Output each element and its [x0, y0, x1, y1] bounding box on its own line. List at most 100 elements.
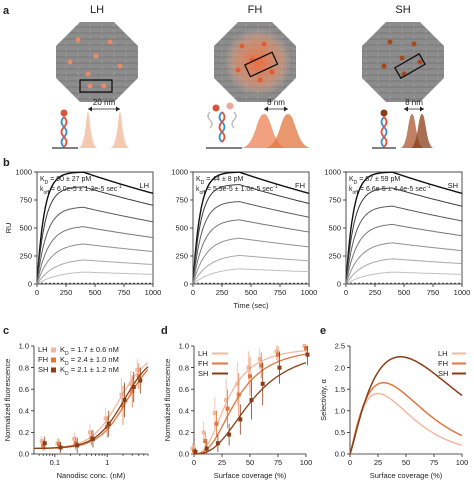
- x-tick-label-d-4: 100: [300, 458, 313, 467]
- chart-d: 0 25 50 75 100 0.0 0.2 0.4 0.6 0.8 1.0 Surface cove…: [163, 342, 312, 480]
- point-d-SH-1: [204, 446, 209, 451]
- x-tick-label-b-FH-2: 500: [245, 288, 258, 297]
- kd-annotation-b-SH: KD = 87 ± 59 pM: [349, 176, 400, 186]
- sensorgram-b-SH-2: [345, 205, 463, 285]
- x-tick-label-b-LH-3: 750: [118, 288, 131, 297]
- emission-peaks-fh: [240, 114, 312, 148]
- sensorgram-b-FH-2: [192, 201, 310, 285]
- highlight-box-lh: [79, 79, 113, 93]
- schematic-title-fh: FH: [248, 4, 263, 16]
- axes-d: [191, 345, 307, 457]
- chart-c: 0.1 1 0.0 0.2 0.4 0.6 0.8 1.0 Nanodisc conc. (nM…: [3, 342, 149, 480]
- legend-kd-c-0: KD = 1.7 ± 0.6 nM: [60, 345, 119, 357]
- axes-c: [31, 345, 149, 457]
- x-tick-label-d-1: 25: [218, 458, 226, 467]
- y-axis-label-d: Normalized fluorescence: [163, 359, 172, 442]
- selectivity-curve-e-SH: [349, 356, 463, 455]
- sensorgram-b-FH-3: [192, 219, 310, 285]
- sensorgram-b-FH-4: [192, 237, 310, 285]
- sensorgram-b-SH-3: [345, 223, 463, 285]
- sensorgram-b-SH-1: [345, 187, 463, 285]
- point-d-FH-1: [203, 439, 208, 444]
- y-tick-label-b-LH-2: 500: [19, 224, 32, 233]
- point-d-SH-2: [215, 441, 220, 446]
- point-d-SH-4: [238, 417, 243, 422]
- point-c-SH-3: [90, 436, 95, 441]
- y-tick-label-b-SH-3: 750: [328, 196, 341, 205]
- fit-curve-d-SH: [194, 362, 307, 455]
- y-tick-label-d-4: 0.8: [179, 363, 189, 372]
- y-tick-label-d-5: 1.0: [179, 342, 189, 351]
- x-tick-label-b-SH-1: 250: [369, 288, 382, 297]
- sensorgram-b-SH-6: [345, 271, 462, 285]
- legend-marker-c-0: [51, 347, 56, 353]
- point-c-LH-3: [87, 430, 92, 435]
- point-d-LH-5: [246, 365, 251, 370]
- point-c-SH-6: [131, 385, 136, 390]
- sensorgram-b-SH-0: [345, 171, 463, 285]
- highlight-box-fh: [244, 51, 279, 78]
- y-tick-label-e-4: 2.0: [335, 363, 345, 372]
- legend-name-d-1: FH: [198, 359, 208, 368]
- chart-title-b-LH: LH: [139, 181, 149, 190]
- emission-peaks-sh: [400, 114, 434, 148]
- distance-label-fh: 8 nm: [267, 98, 285, 107]
- panel-letter-e: e: [320, 325, 326, 337]
- point-d-SH-0: [193, 449, 198, 454]
- sensorgram-b-LH-3: [36, 226, 154, 285]
- y-tick-label-c-2: 0.4: [19, 407, 29, 416]
- kd-annotation-b-LH: KD = 90 ± 27 pM: [40, 176, 91, 186]
- x-tick-label-b-SH-3: 750: [427, 288, 440, 297]
- y-tick-label-b-LH-4: 1000: [15, 168, 32, 177]
- distance-label-lh: 20 nm: [93, 98, 116, 107]
- point-c-FH-6: [130, 389, 135, 394]
- point-c-LH-7: [135, 367, 140, 372]
- x-tick-label-e-3: 75: [430, 458, 438, 467]
- x-tick-label-e-0: 0: [348, 458, 352, 467]
- point-d-LH-7: [274, 349, 279, 354]
- chart-b-FH: 0 250 500 750 1000 0 250 500 750 1000 Time (sec) FH…: [171, 168, 317, 310]
- chart-title-b-SH: SH: [448, 181, 458, 190]
- koff-annotation-b-SH: koff = 6.6e-5 ± 4.4e-5 sec-1: [349, 184, 431, 196]
- x-axis-label-b-FH: Time (sec): [233, 301, 269, 310]
- point-c-FH-0: [41, 443, 46, 448]
- point-c-LH-5: [119, 392, 124, 397]
- point-c-LH-0: [39, 439, 44, 444]
- x-tick-label-b-SH-4: 1000: [454, 288, 471, 297]
- schematic-title-sh: SH: [395, 4, 410, 16]
- x-tick-label-c-0: 0.1: [50, 458, 60, 467]
- point-c-LH-2: [72, 436, 77, 441]
- point-d-LH-1: [201, 430, 206, 435]
- y-tick-label-b-SH-2: 500: [328, 224, 341, 233]
- axes-e: [347, 345, 463, 457]
- x-tick-label-b-FH-4: 1000: [301, 288, 318, 297]
- legend-kd-c-2: KD = 2.1 ± 1.2 nM: [60, 365, 119, 377]
- koff-annotation-b-LH: koff = 6.0e-5 ± 1.3e-5 sec-1: [40, 184, 122, 196]
- point-d-SH-3: [227, 432, 232, 437]
- dna-helix-icon-sh: [372, 109, 396, 149]
- x-tick-label-e-2: 50: [402, 458, 410, 467]
- point-d-FH-4: [236, 392, 241, 397]
- legend-marker-c-2: [51, 367, 56, 373]
- sensorgram-b-LH-4: [36, 243, 154, 285]
- point-d-SH-5: [249, 398, 254, 402]
- point-d-FH-2: [214, 421, 219, 426]
- point-d-LH-8: [302, 344, 307, 348]
- y-tick-label-c-4: 0.8: [19, 363, 29, 372]
- legend-name-e-2: SH: [438, 369, 448, 378]
- emission-peaks-lh: [78, 112, 130, 148]
- y-tick-label-d-3: 0.6: [179, 385, 189, 394]
- x-tick-label-b-LH-1: 250: [60, 288, 73, 297]
- point-d-SH-7: [277, 365, 282, 370]
- point-c-FH-2: [73, 441, 78, 446]
- axes-b-LH: [34, 171, 154, 287]
- point-d-LH-2: [212, 410, 217, 415]
- legend-name-e-0: LH: [438, 349, 448, 358]
- sensorgram-b-LH-1: [36, 186, 154, 285]
- dna-helix-icon-lh: [52, 109, 78, 149]
- point-c-SH-0: [42, 441, 47, 446]
- y-tick-label-e-3: 1.5: [335, 385, 345, 394]
- y-tick-label-c-3: 0.6: [19, 385, 29, 394]
- y-tick-label-e-1: 0.5: [335, 428, 345, 437]
